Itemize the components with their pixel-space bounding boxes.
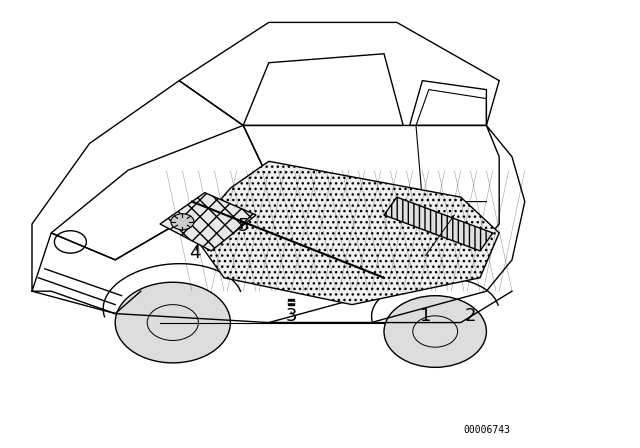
Text: 2: 2 — [465, 307, 476, 325]
Text: 1: 1 — [420, 307, 431, 325]
Circle shape — [171, 214, 194, 230]
Polygon shape — [160, 193, 256, 251]
Circle shape — [115, 282, 230, 363]
Polygon shape — [384, 197, 493, 251]
Text: 5: 5 — [237, 217, 249, 235]
Polygon shape — [192, 161, 499, 305]
Text: 00006743: 00006743 — [463, 425, 510, 435]
Circle shape — [384, 296, 486, 367]
Text: 3: 3 — [285, 307, 297, 325]
Text: 4: 4 — [189, 244, 201, 262]
